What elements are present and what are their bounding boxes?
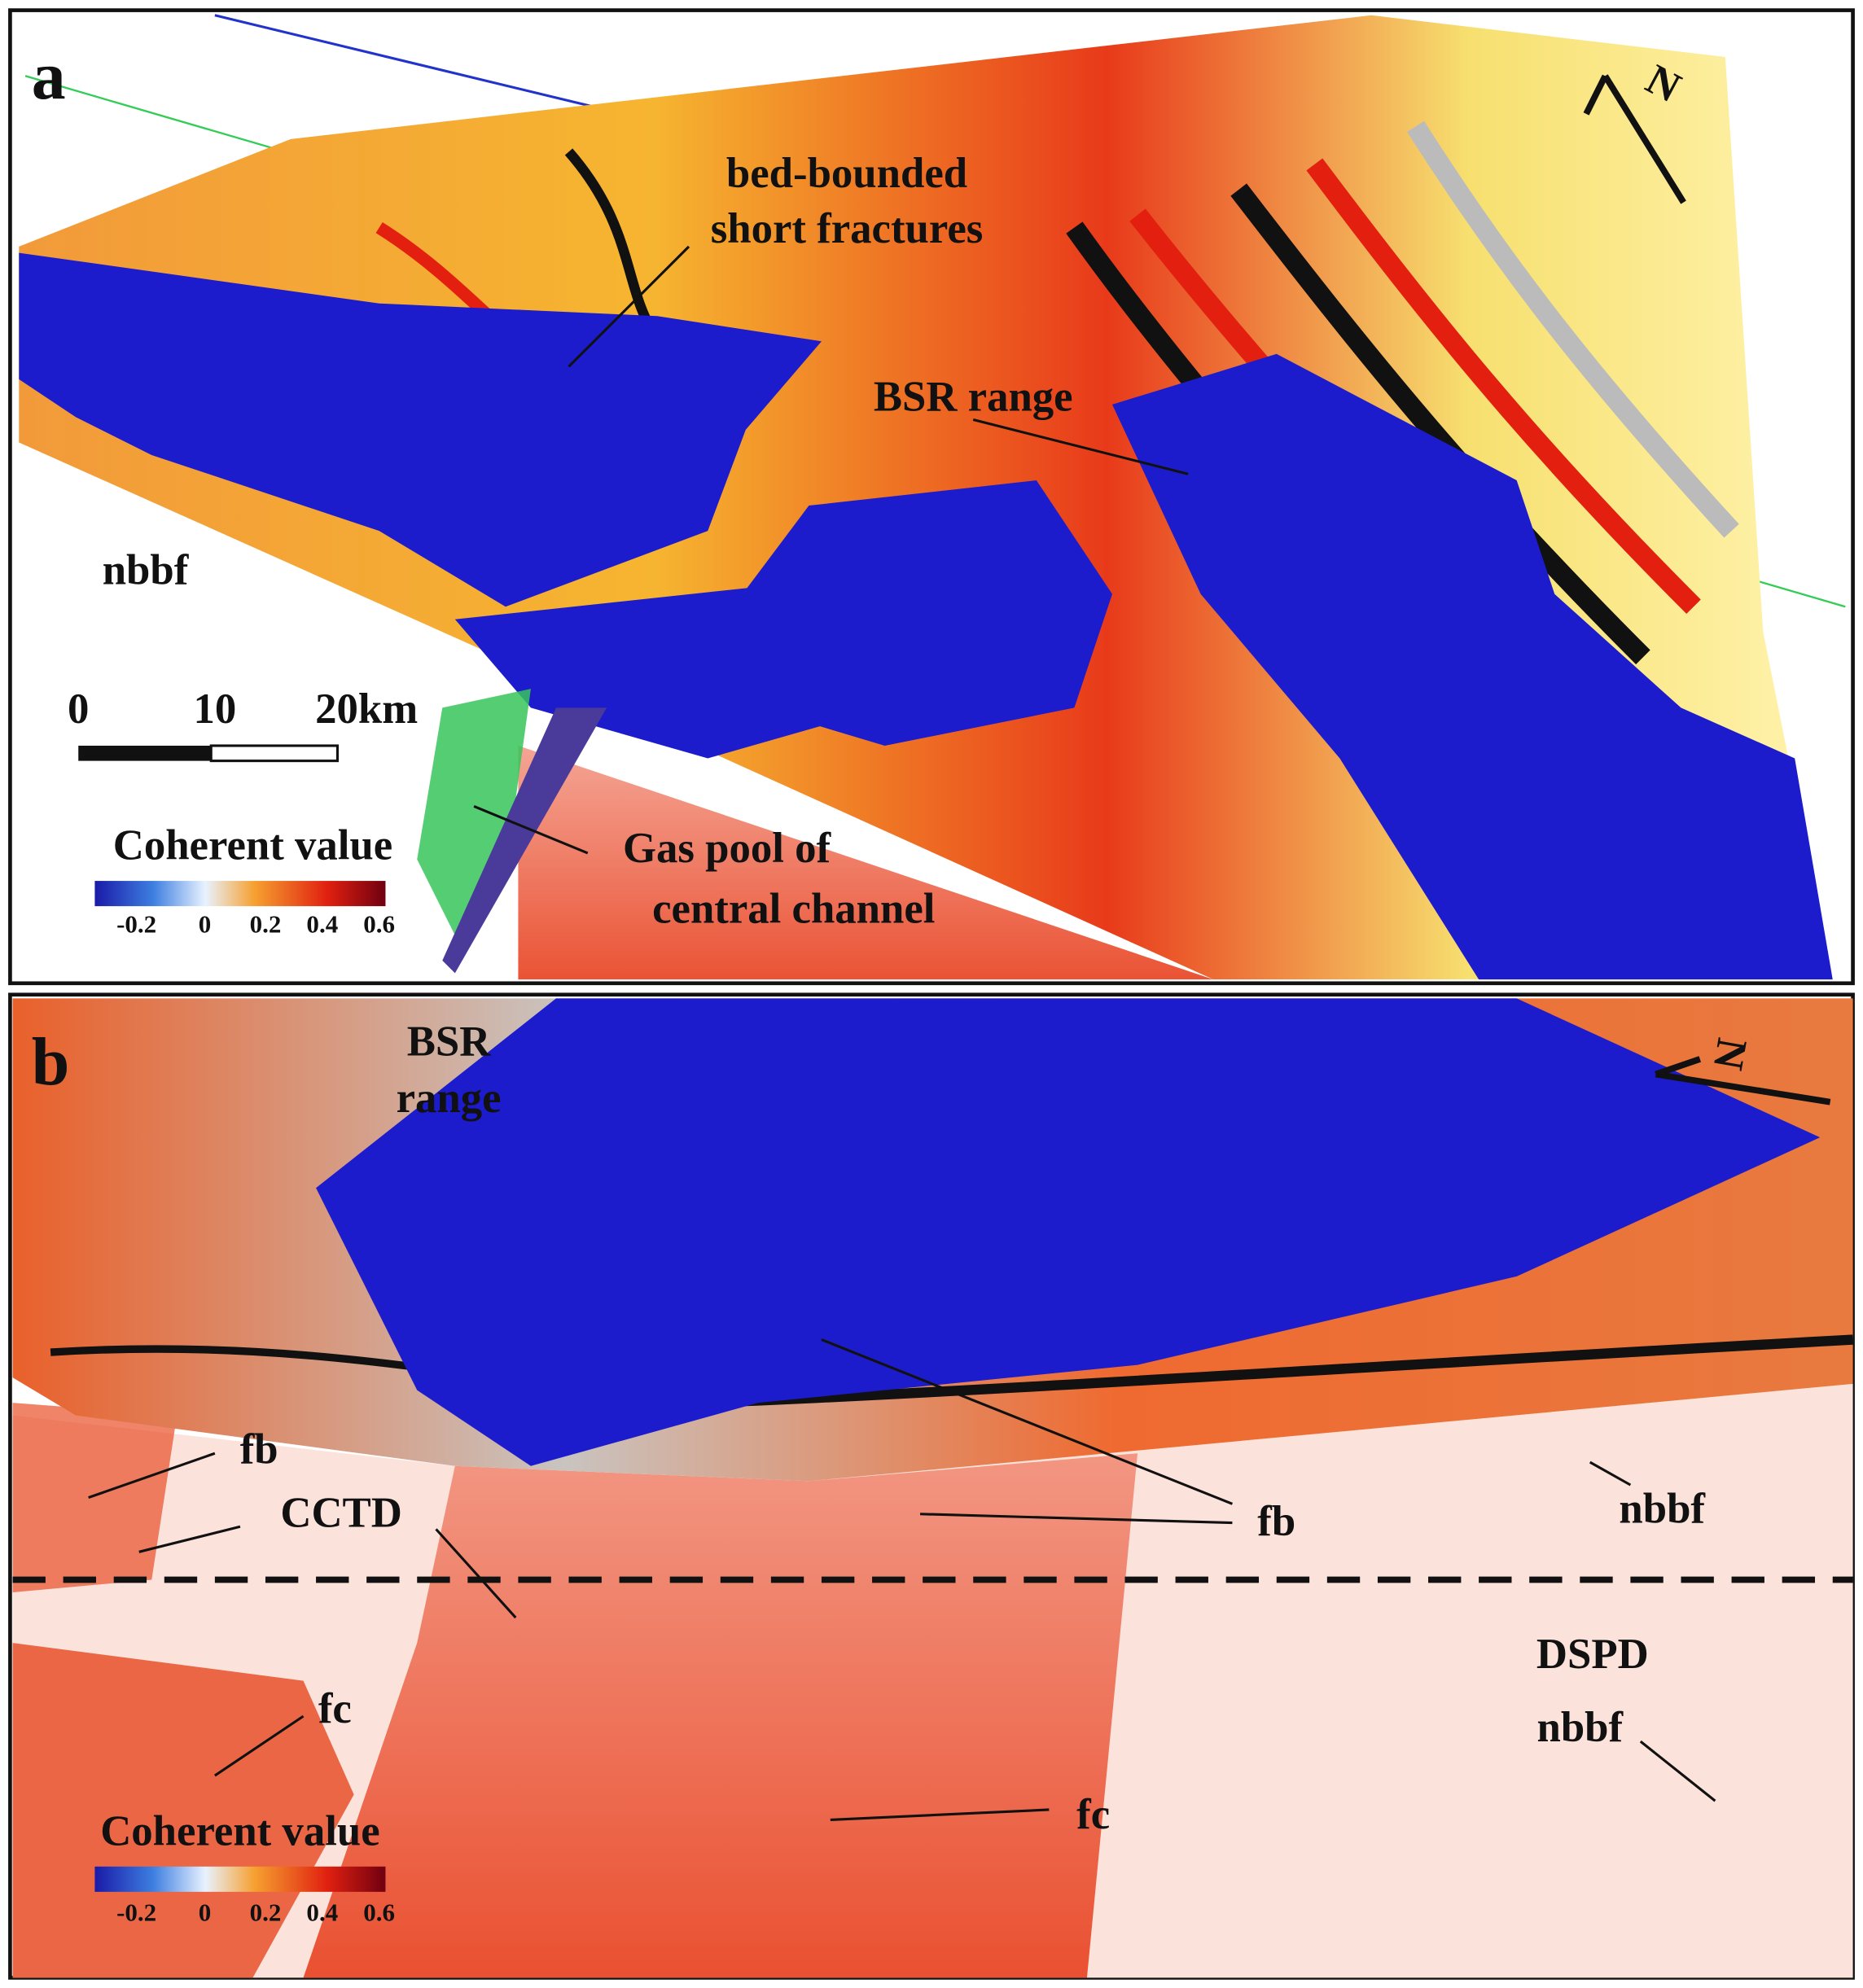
leader-line [1589,1460,1632,1487]
annotation: nbbf [103,546,190,593]
annotation: CCTD [280,1489,402,1536]
scale-label: 20km [315,685,418,733]
annotation: fb [1257,1498,1295,1545]
annotation: short fractures [711,205,984,252]
leader-line [919,1513,1233,1525]
panel-a: N [8,8,1855,986]
colorbar-title: Coherent value [100,1807,379,1854]
colorbar-tick: 0.4 [306,910,338,939]
coherence-cloud [518,745,1214,980]
annotation: fc [318,1685,352,1732]
annotation: fc [1076,1791,1110,1838]
colorbar-title: Coherent value [113,822,392,869]
north-arrow [1602,74,1686,204]
panel-label: b [32,1024,70,1100]
scale-label: 10 [193,685,236,733]
colorbar-tick: 0 [199,1898,212,1927]
annotation: DSPD [1536,1631,1649,1678]
colorbar-tick: 0.2 [250,910,282,939]
coherence-cloud [303,1453,1138,1978]
leader-line [1639,1740,1716,1802]
panel-b: N [8,992,1855,1980]
annotation: nbbf [1536,1704,1624,1751]
annotation: central channel [652,885,935,932]
colorbar-tick: -0.2 [116,910,156,939]
annotation: Gas pool of [623,825,831,872]
annotation: range [397,1075,502,1122]
north-arrow [1583,74,1608,116]
leader-line [88,1452,216,1500]
coherence-cloud [12,1643,354,1978]
seismic-stripes [707,1334,1853,1408]
annotation: BSR [407,1018,492,1065]
north-arrow [1655,1056,1702,1078]
bsr-region [316,998,1821,1466]
annotation: fb [240,1426,278,1473]
colorbar-tick: -0.2 [116,1898,156,1927]
colorbar-tick: 0 [199,910,212,939]
leader-line [821,1338,1234,1505]
panel-label: a [32,38,66,114]
leader-line [473,805,589,855]
leader-line [138,1525,241,1553]
leader-line [830,1808,1050,1821]
leader-line [435,1528,517,1619]
gas-pool [442,707,607,974]
leader-line [568,245,690,368]
annotation: nbbf [1619,1486,1706,1533]
leader-line [214,1714,305,1777]
colorbar [94,1866,386,1892]
coherence-cloud [12,1403,178,1592]
colorbar-tick: 0.6 [363,910,395,939]
north-arrow [1655,1071,1831,1106]
scale-label: 0 [68,685,89,733]
scale-bar [78,745,212,761]
colorbar-tick: 0.2 [250,1898,282,1927]
colorbar [94,881,386,907]
annotation: bed-bounded [726,150,967,197]
annotation: BSR range [874,374,1073,421]
colorbar-tick: 0.6 [363,1898,395,1927]
leader-line [972,418,1189,475]
colorbar-tick: 0.4 [306,1898,338,1927]
scale-bar [209,744,339,763]
